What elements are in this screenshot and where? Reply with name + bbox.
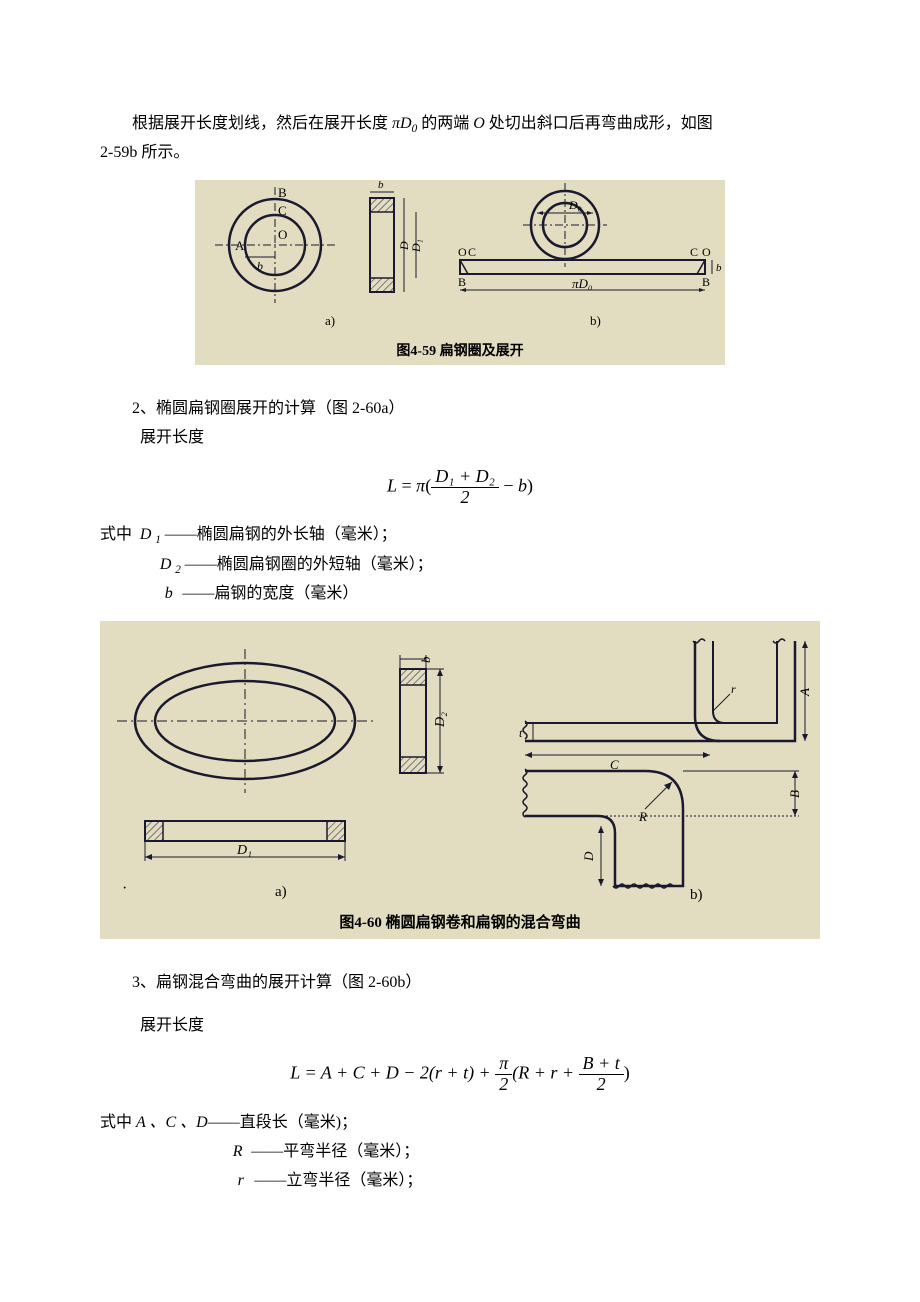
lbl-b1: b: [257, 259, 263, 273]
def-row-1: D2 ——椭圆扁钢圈的外短轴（毫米）；: [100, 551, 820, 580]
def3-row-1: R ——平弯半径（毫米）；: [100, 1138, 820, 1167]
d22-txt: ——扁钢的宽度（毫米）: [178, 585, 358, 602]
f3-two: 2: [495, 1075, 512, 1095]
f2-frac: D₁ + D₂2: [431, 467, 499, 508]
section2-label: 展开长度: [100, 424, 820, 453]
lbl-260b: b): [690, 887, 703, 903]
lbl-B-r: B: [702, 275, 710, 289]
f3-lhs: L = A + C + D − 2(r + t) +: [290, 1063, 495, 1083]
f2-minus: −: [499, 475, 518, 495]
d20-sym: D: [136, 521, 155, 550]
f3-pi: π: [495, 1054, 512, 1075]
lbl-C-l: C: [468, 245, 476, 259]
lbl-O: O: [278, 227, 287, 242]
lbl-D3: D: [581, 851, 596, 862]
f2-rp: ): [527, 475, 533, 495]
defs3-prefix: 式中: [100, 1114, 136, 1131]
f3-frac2: B + t2: [579, 1054, 624, 1095]
figure-259: A B O C b D D₁ b: [195, 180, 725, 365]
d30-sym: A 、C 、D: [136, 1109, 208, 1138]
figure-260: D₁ D₂ b a): [100, 621, 820, 939]
lbl-b4: b: [418, 656, 433, 663]
f3-num2: B + t: [579, 1054, 624, 1075]
d30-txt: ——直段长（毫米)；: [208, 1114, 357, 1131]
lbl-C: C: [278, 203, 287, 218]
lbl-piD0: πD₀: [572, 276, 592, 291]
section2-defs: 式中 D1 ——椭圆扁钢的外长轴（毫米）； D2 ——椭圆扁钢圈的外短轴（毫米）…: [100, 521, 820, 608]
lbl-Di: D₁: [409, 239, 423, 253]
lbl-B: B: [278, 185, 287, 200]
def-row-2: b ——扁钢的宽度（毫米）: [100, 580, 820, 609]
intro-t2: 的两端: [417, 115, 473, 132]
lbl-D2: D₂: [433, 712, 448, 728]
d32-txt: ——立弯半径（毫米）；: [250, 1172, 422, 1189]
dot1: ·: [122, 880, 127, 897]
f2-b: b: [518, 475, 527, 495]
def3-row-0: 式中 A 、C 、D——直段长（毫米)；: [100, 1109, 820, 1138]
lbl-bb: b): [590, 313, 601, 328]
f2-L: L: [387, 475, 397, 495]
lbl-C-r: C: [690, 245, 698, 259]
d31-sym: R: [228, 1138, 247, 1167]
intro-paragraph-2: 2-59b 所示。: [100, 139, 820, 168]
lbl-D1: D₁: [236, 843, 252, 858]
section2-title: 2、椭圆扁钢圈展开的计算（图 2-60a）: [100, 395, 820, 424]
section3-defs: 式中 A 、C 、D——直段长（毫米)； R ——平弯半径（毫米）； r ——立…: [100, 1109, 820, 1195]
def3-row-2: r ——立弯半径（毫米）；: [100, 1167, 820, 1196]
lbl-B2: B: [787, 790, 802, 798]
section3-title: 3、扁钢混合弯曲的展开计算（图 2-60b）: [100, 969, 820, 998]
intro-t4: 2-59b 所示。: [100, 144, 189, 161]
d21-sym: D: [156, 551, 175, 580]
lbl-a: a): [325, 313, 335, 328]
lbl-A: A: [235, 238, 245, 253]
intro-paragraph: 根据展开长度划线，然后在展开长度 πD0 的两端 O 处切出斜口后再弯曲成形，如…: [100, 110, 820, 139]
f3-rp: ): [624, 1063, 630, 1083]
f2-den: 2: [431, 488, 499, 508]
f2-eq: =: [397, 475, 416, 495]
lbl-D0: D₀: [568, 198, 582, 212]
lbl-b3: b: [716, 262, 722, 274]
d22-sym: b: [159, 580, 178, 609]
f2-pi: π: [416, 475, 425, 495]
lbl-OC-l: O: [458, 245, 467, 259]
intro-O: O: [473, 115, 485, 132]
intro-piD0: πD: [392, 115, 412, 132]
intro-t3: 处切出斜口后再弯曲成形，如图: [485, 115, 713, 132]
lbl-260a: a): [275, 884, 287, 900]
d32-sym: r: [231, 1167, 250, 1196]
intro-t1: 根据展开长度划线，然后在展开长度: [132, 115, 392, 132]
fig260-caption: 图4-60 椭圆扁钢卷和扁钢的混合弯曲: [339, 913, 580, 931]
d31-txt: ——平弯半径（毫米）；: [247, 1143, 419, 1160]
lbl-r: r: [731, 682, 736, 696]
f2-num: D₁ + D₂: [431, 467, 499, 488]
lbl-B-l: B: [458, 275, 466, 289]
lbl-O-r: O: [702, 245, 711, 259]
f3-mid: (R + r +: [512, 1063, 578, 1083]
fig259-caption: 图4-59 扁钢圈及展开: [396, 342, 523, 359]
d21-txt: ——椭圆扁钢圈的外短轴（毫米）；: [181, 556, 433, 573]
d20-txt: ——椭圆扁钢的外长轴（毫米）；: [161, 526, 397, 543]
formula-3: L = A + C + D − 2(r + t) + π2(R + r + B …: [100, 1054, 820, 1095]
f3-frac1: π2: [495, 1054, 512, 1095]
lbl-b2t: b: [378, 180, 384, 191]
defs2-prefix: 式中: [100, 526, 136, 543]
section3-label: 展开长度: [100, 1012, 820, 1041]
f3-den2: 2: [579, 1075, 624, 1095]
lbl-A2: A: [797, 688, 812, 697]
def-row-0: 式中 D1 ——椭圆扁钢的外长轴（毫米）；: [100, 521, 820, 550]
formula-2: L = π(D₁ + D₂2 − b): [100, 467, 820, 508]
